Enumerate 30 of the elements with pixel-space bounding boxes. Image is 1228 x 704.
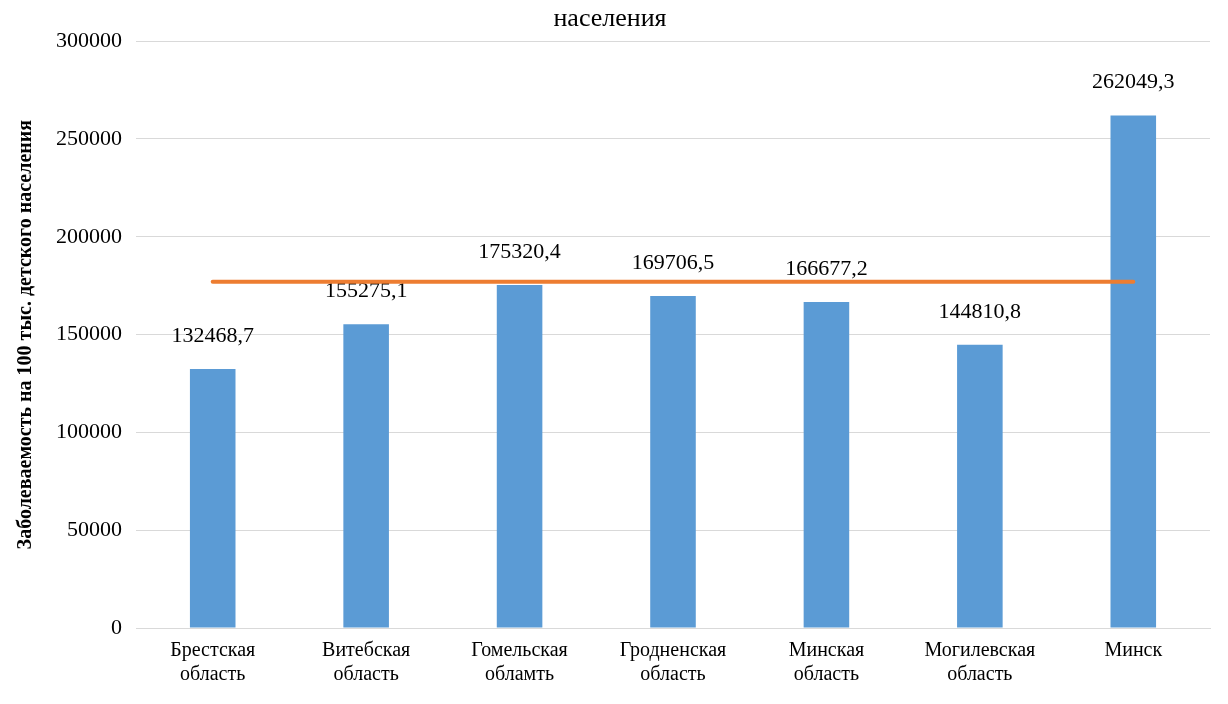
bar xyxy=(650,296,696,628)
data-label: 262049,3 xyxy=(1092,68,1175,94)
x-tick-label: Витебская область xyxy=(322,638,411,685)
data-label: 132468,7 xyxy=(171,321,254,347)
y-axis-title: Заболеваемость на 100 тыс. детского населения xyxy=(13,119,36,550)
bar xyxy=(803,301,850,628)
x-tick-label: Брестская область xyxy=(170,638,256,685)
bar xyxy=(189,368,236,628)
x-tick-label: Минская область xyxy=(788,638,865,685)
y-tick-label: 250000 xyxy=(56,124,122,150)
chart-title: населения xyxy=(553,3,667,33)
data-label: 144810,8 xyxy=(938,297,1022,323)
y-tick-label: 100000 xyxy=(56,418,122,444)
bar xyxy=(1110,115,1157,628)
y-tick-label: 150000 xyxy=(56,320,122,346)
y-tick-label: 200000 xyxy=(56,222,122,248)
x-tick-label: Минск xyxy=(1104,638,1163,661)
x-tick-label: Гродненская область xyxy=(619,638,727,685)
y-tick-label: 300000 xyxy=(56,26,122,52)
bar xyxy=(496,285,543,628)
x-tick-label: Могилевская область xyxy=(924,638,1036,685)
y-tick-label: 50000 xyxy=(67,515,122,541)
x-tick-label: Гомельская обламть xyxy=(471,638,568,685)
data-label: 175320,4 xyxy=(478,237,561,263)
data-label: 155275,1 xyxy=(324,277,408,303)
bar xyxy=(343,324,389,628)
bar xyxy=(957,344,1003,628)
data-label: 169706,5 xyxy=(631,248,715,274)
data-label: 166677,2 xyxy=(785,254,868,280)
y-tick-label: 0 xyxy=(111,613,122,639)
